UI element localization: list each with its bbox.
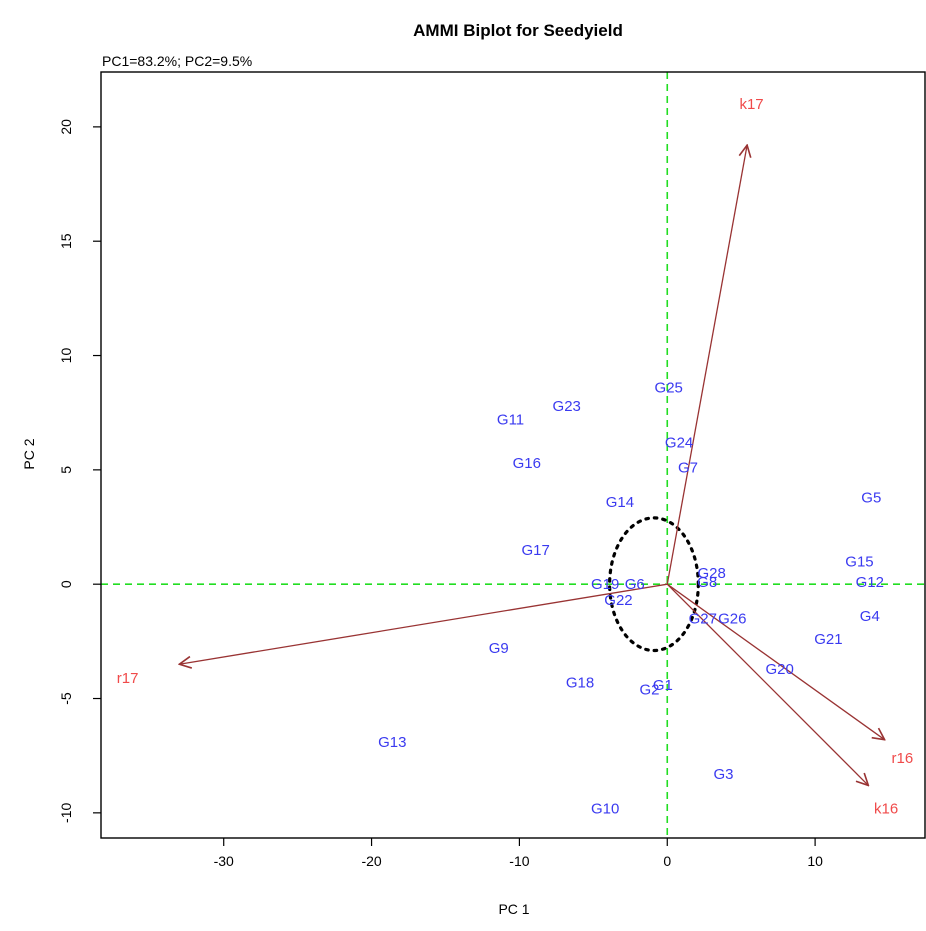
genotype-label-G12: G12: [856, 574, 884, 591]
y-tick-label: 0: [58, 580, 74, 588]
genotype-label-G6: G6: [625, 576, 645, 593]
y-tick-label: 20: [58, 119, 74, 135]
x-axis-label: PC 1: [498, 901, 529, 917]
genotype-label-G11: G11: [497, 412, 524, 429]
plot-border: [100, 71, 926, 839]
y-tick-label: 5: [58, 466, 74, 474]
genotype-label-G27: G27: [689, 610, 717, 627]
x-tick-label: -30: [214, 853, 234, 869]
environment-label-k17: k17: [739, 96, 763, 113]
genotype-label-G2: G2: [640, 681, 660, 698]
genotype-label-G7: G7: [678, 460, 698, 477]
y-tick-label: -10: [58, 803, 74, 823]
genotype-label-G22: G22: [604, 592, 632, 609]
genotype-label-G18: G18: [566, 675, 594, 692]
y-tick-label: 10: [58, 348, 74, 364]
y-tick-label: -5: [58, 692, 74, 705]
genotype-label-G17: G17: [521, 542, 549, 559]
x-tick-label: 0: [663, 853, 671, 869]
y-axis-label: PC 2: [21, 438, 37, 469]
genotype-label-G9: G9: [489, 640, 509, 657]
chart-subtitle: PC1=83.2%; PC2=9.5%: [102, 53, 252, 69]
genotype-label-G5: G5: [861, 489, 881, 506]
genotype-label-G19: G19: [591, 576, 619, 593]
genotype-label-G4: G4: [860, 608, 880, 625]
x-tick-label: 10: [807, 853, 823, 869]
genotype-label-G24: G24: [665, 434, 693, 451]
environment-label-r16: r16: [892, 750, 914, 767]
environment-label-r17: r17: [117, 670, 139, 687]
genotype-label-G3: G3: [713, 766, 733, 783]
genotype-label-G26: G26: [718, 610, 746, 627]
genotype-label-G1: G1: [653, 677, 673, 694]
vector-k16: [666, 583, 868, 785]
vector-k17: [666, 145, 747, 585]
genotype-label-G23: G23: [553, 398, 581, 415]
vector-r17: [179, 583, 668, 664]
environment-label-k16: k16: [874, 800, 898, 817]
x-tick-label: -20: [361, 853, 381, 869]
genotype-label-G13: G13: [378, 734, 406, 751]
genotype-label-G16: G16: [513, 455, 541, 472]
genotype-label-G28: G28: [697, 565, 725, 582]
genotype-label-G15: G15: [845, 553, 873, 570]
genotype-label-G20: G20: [765, 661, 793, 678]
x-tick-label: -10: [509, 853, 529, 869]
vector-r16: [666, 583, 884, 739]
chart-title: AMMI Biplot for Seedyield: [413, 21, 623, 40]
y-tick-label: 15: [58, 233, 74, 249]
genotype-label-G8: G8: [697, 574, 717, 591]
genotype-label-G25: G25: [655, 380, 683, 397]
confidence-ellipse: [608, 516, 700, 653]
genotype-label-G10: G10: [591, 800, 619, 817]
genotype-label-G21: G21: [814, 631, 842, 648]
genotype-label-G14: G14: [606, 494, 634, 511]
